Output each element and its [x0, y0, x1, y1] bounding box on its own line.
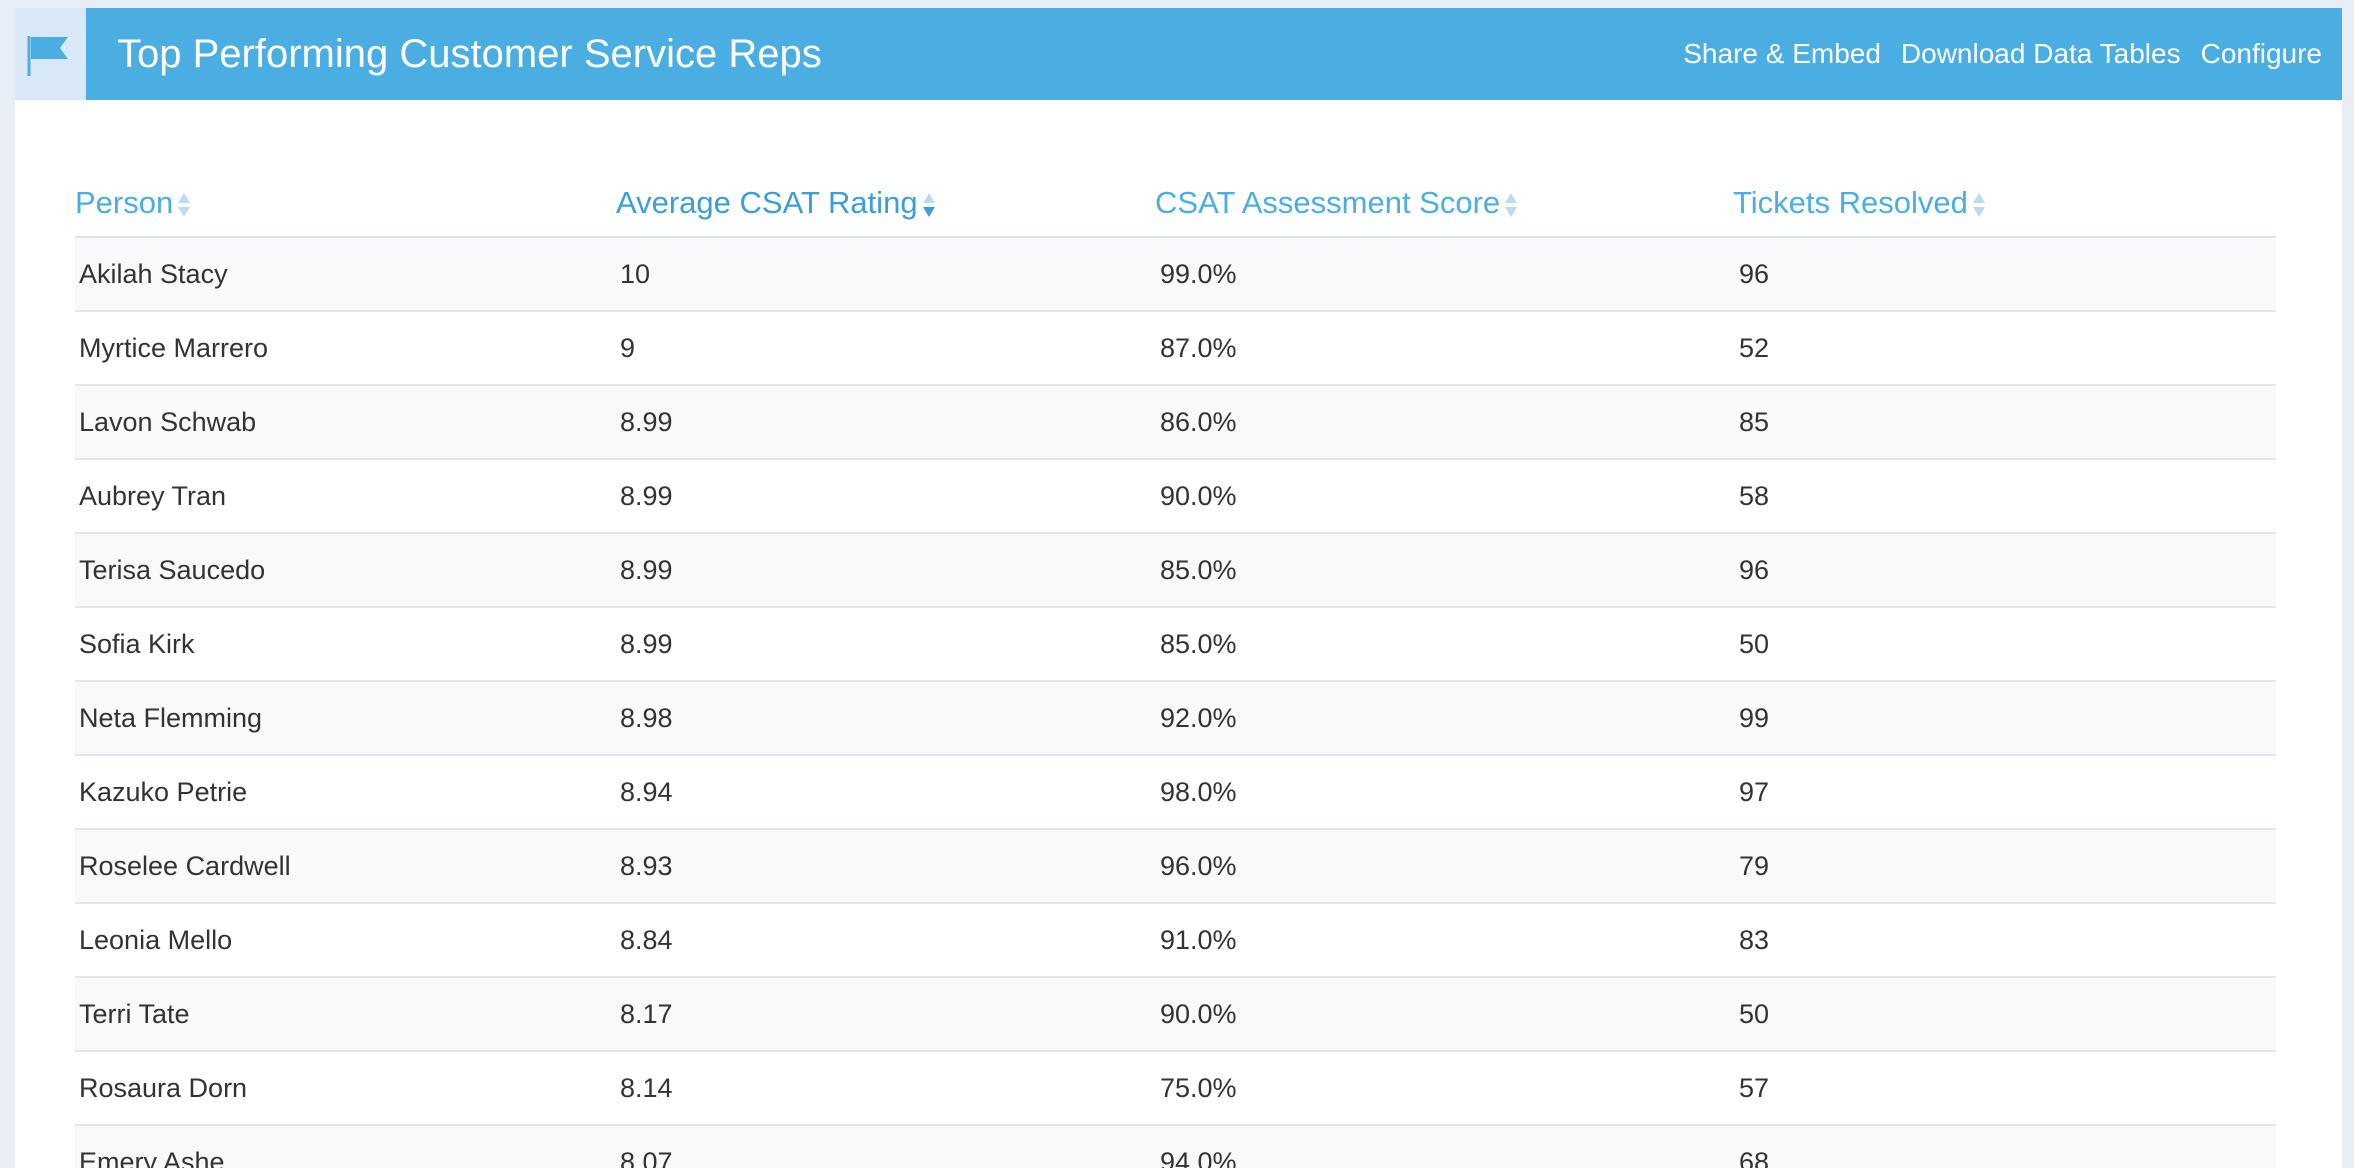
column-header[interactable]: CSAT Assessment Score [1155, 170, 1519, 236]
table: Person Average CSAT Rating CSAT Assessment… [75, 170, 2276, 1168]
cell: 83 [1739, 925, 1770, 955]
page-title: Top Performing Customer Service Reps [117, 32, 822, 76]
cell: Akilah Stacy [79, 259, 228, 289]
cell: 99.0% [1160, 259, 1237, 289]
sort-icon [178, 192, 191, 217]
cell: 91.0% [1160, 925, 1237, 955]
cell: Neta Flemming [79, 703, 263, 733]
header-link[interactable]: Share & Embed [1683, 38, 1881, 69]
cell: 68 [1739, 1147, 1770, 1168]
cell: 8.98 [620, 703, 673, 733]
cell: 8.14 [620, 1073, 673, 1103]
table-row: Neta Flemming 8.98 92.0% 99 [75, 682, 2276, 756]
cell: Kazuko Petrie [79, 777, 248, 807]
cell: 99 [1739, 703, 1770, 733]
cell: 50 [1739, 999, 1770, 1029]
cell: Lavon Schwab [79, 407, 257, 437]
cell: 10 [620, 259, 651, 289]
column-title: Tickets Resolved [1733, 185, 1968, 220]
table-row: Roselee Cardwell 8.93 96.0% 79 [75, 830, 2276, 904]
cell: 94.0% [1160, 1147, 1237, 1168]
cell: 85.0% [1160, 629, 1237, 659]
column-header[interactable]: Person [75, 170, 192, 236]
header-bar: Top Performing Customer Service Reps Sha… [86, 8, 2342, 100]
cell: 8.99 [620, 555, 673, 585]
cell: Rosaura Dorn [79, 1073, 248, 1103]
header-links: Share & Embed Download Data Tables Configu… [1663, 8, 2322, 100]
table-row: Leonia Mello 8.84 91.0% 83 [75, 904, 2276, 978]
cell: 96 [1739, 555, 1770, 585]
cell: Terisa Saucedo [79, 555, 266, 585]
cell: 8.99 [620, 481, 673, 511]
sort-icon [1505, 192, 1518, 217]
cell: 97 [1739, 777, 1770, 807]
header-link[interactable]: Configure [2200, 38, 2322, 69]
flag [27, 36, 68, 76]
cell: 8.99 [620, 407, 673, 437]
cell: 92.0% [1160, 703, 1237, 733]
sort-icon [1972, 192, 1985, 217]
cell: 90.0% [1160, 481, 1237, 511]
cell: Roselee Cardwell [79, 851, 291, 881]
cell: Terri Tate [79, 999, 190, 1029]
cell: 75.0% [1160, 1073, 1237, 1103]
table-row: Aubrey Tran 8.99 90.0% 58 [75, 460, 2276, 534]
table-row: Emery Ashe 8.07 94.0% 68 [75, 1126, 2276, 1168]
table-row: Terri Tate 8.17 90.0% 50 [75, 978, 2276, 1052]
table-row: Myrtice Marrero 9 87.0% 52 [75, 312, 2276, 386]
cell: 86.0% [1160, 407, 1237, 437]
sort-icon [922, 192, 935, 217]
cell: 98.0% [1160, 777, 1237, 807]
panel: Person Average CSAT Rating CSAT Assessment… [15, 100, 2342, 1168]
cell: 9 [620, 333, 636, 363]
column-header[interactable]: Tickets Resolved [1733, 170, 1987, 236]
cell: 58 [1739, 481, 1770, 511]
cell: Myrtice Marrero [79, 333, 269, 363]
cell: 85.0% [1160, 555, 1237, 585]
cell: 87.0% [1160, 333, 1237, 363]
cell: Emery Ashe [79, 1147, 225, 1168]
table-row: Sofia Kirk 8.99 85.0% 50 [75, 608, 2276, 682]
cell: 8.94 [620, 777, 673, 807]
cell: 8.99 [620, 629, 673, 659]
cell: 8.84 [620, 925, 673, 955]
table-row: Rosaura Dorn 8.14 75.0% 57 [75, 1052, 2276, 1126]
cell: 85 [1739, 407, 1770, 437]
flag-icon [15, 8, 86, 100]
header-row: Person Average CSAT Rating CSAT Assessment… [75, 170, 2276, 238]
column-title: Average CSAT Rating [616, 185, 918, 220]
cell: 8.17 [620, 999, 673, 1029]
cell: 50 [1739, 629, 1770, 659]
cell: Sofia Kirk [79, 629, 195, 659]
header-link[interactable]: Download Data Tables [1900, 38, 2181, 69]
cell: 96.0% [1160, 851, 1237, 881]
cell: 79 [1739, 851, 1770, 881]
table-row: Kazuko Petrie 8.94 98.0% 97 [75, 756, 2276, 830]
column-title: Person [75, 185, 174, 220]
cell: 8.07 [620, 1147, 673, 1168]
table-row: Terisa Saucedo 8.99 85.0% 96 [75, 534, 2276, 608]
table-row: Akilah Stacy 10 99.0% 96 [75, 238, 2276, 312]
column-title: CSAT Assessment Score [1155, 185, 1501, 220]
cell: Aubrey Tran [79, 481, 227, 511]
cell: 96 [1739, 259, 1770, 289]
cell: 57 [1739, 1073, 1770, 1103]
column-header[interactable]: Average CSAT Rating [616, 170, 937, 236]
table-row: Lavon Schwab 8.99 86.0% 85 [75, 386, 2276, 460]
cell: Leonia Mello [79, 925, 233, 955]
cell: 90.0% [1160, 999, 1237, 1029]
cell: 52 [1739, 333, 1770, 363]
cell: 8.93 [620, 851, 673, 881]
